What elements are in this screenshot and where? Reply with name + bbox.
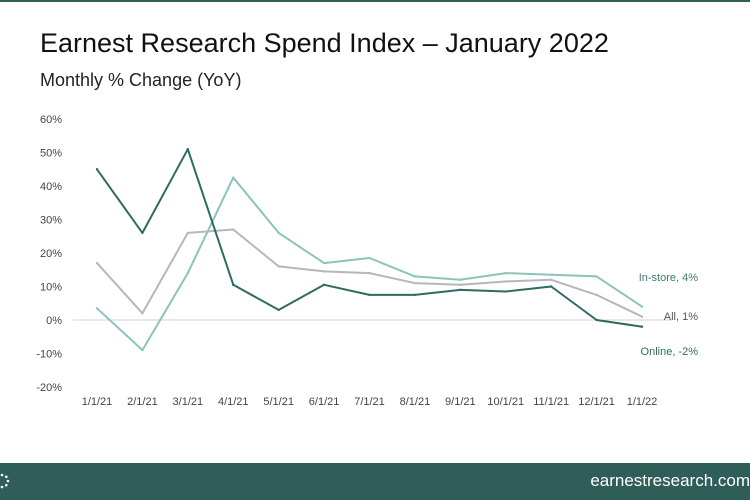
y-tick-label: -10% [36,349,62,361]
footer-website-link[interactable]: earnestresearch.com [590,471,750,490]
data-point-online [186,147,190,151]
data-point-online [640,325,644,328]
data-point-all [141,312,144,315]
x-tick-label: 8/1/21 [400,396,431,408]
data-point-online [322,283,326,287]
y-tick-label: 50% [40,148,62,160]
series-label-instore: In-store, 4% [639,272,699,284]
top-rule [0,0,750,2]
x-tick-label: 1/1/21 [82,396,113,408]
x-tick-label: 11/1/21 [533,396,569,408]
data-point-all [95,261,99,265]
x-tick-label: 3/1/21 [173,396,204,408]
data-point-all [595,293,598,297]
data-point-online [95,168,99,171]
y-tick-label: 40% [40,181,62,193]
line-chart: -20% -10% 0% 10% 20% 30% 40% 50% 60% 1/1/21 2/1/21… [36,114,699,408]
data-point-all [277,265,280,268]
data-point-all [413,281,417,285]
y-tick-label: 0% [46,315,62,327]
data-point-online [549,285,553,288]
data-point-online [504,290,507,293]
data-point-all [504,280,507,283]
data-point-online [232,283,235,287]
data-point-all [368,271,371,275]
y-tick-label: 30% [40,215,62,227]
page-title: Earnest Research Spend Index – January 2… [40,28,609,58]
x-tick-label: 6/1/21 [309,396,340,408]
data-point-instore [368,256,371,260]
data-point-instore [504,271,507,275]
y-tick-label: 20% [40,248,62,260]
data-point-all [322,270,326,273]
x-tick-label: 4/1/21 [218,396,249,408]
data-point-instore [322,261,326,265]
x-tick-label: 1/1/22 [627,396,658,408]
x-tick-label: 12/1/21 [578,396,615,408]
data-point-instore [141,348,144,352]
data-point-online [277,308,280,312]
data-point-instore [595,275,598,278]
x-tick-label: 7/1/21 [354,396,385,408]
data-point-all [549,278,553,281]
data-point-online [368,293,371,297]
data-point-instore [232,176,235,179]
data-point-instore [459,278,462,281]
data-point-online [141,231,144,235]
data-point-online [413,293,417,297]
data-point-instore [277,231,280,235]
data-point-all [186,231,190,235]
data-point-instore [413,275,417,278]
data-point-instore [95,307,99,310]
earnest-logo-icon [0,473,10,494]
x-tick-label: 2/1/21 [127,396,158,408]
series-line-online [96,148,643,328]
y-tick-label: -20% [36,382,62,394]
data-point-online [595,318,598,322]
data-point-instore [186,271,190,275]
data-point-all [640,315,644,318]
x-tick-label: 5/1/21 [263,396,294,408]
data-point-instore [549,273,553,276]
x-tick-label: 10/1/21 [487,396,524,408]
page-subtitle: Monthly % Change (YoY) [40,70,242,90]
x-tick-label: 9/1/21 [445,396,476,408]
series-label-all: All, 1% [664,311,698,323]
y-tick-label: 60% [40,114,62,126]
data-point-online [459,288,462,292]
footer-bar: earnestresearch.com [0,463,750,500]
data-point-all [459,283,462,287]
series-label-online: Online, -2% [641,346,699,358]
data-point-all [232,228,235,231]
data-point-instore [640,305,644,308]
y-tick-label: 10% [40,282,62,294]
series-line-instore [96,176,643,352]
